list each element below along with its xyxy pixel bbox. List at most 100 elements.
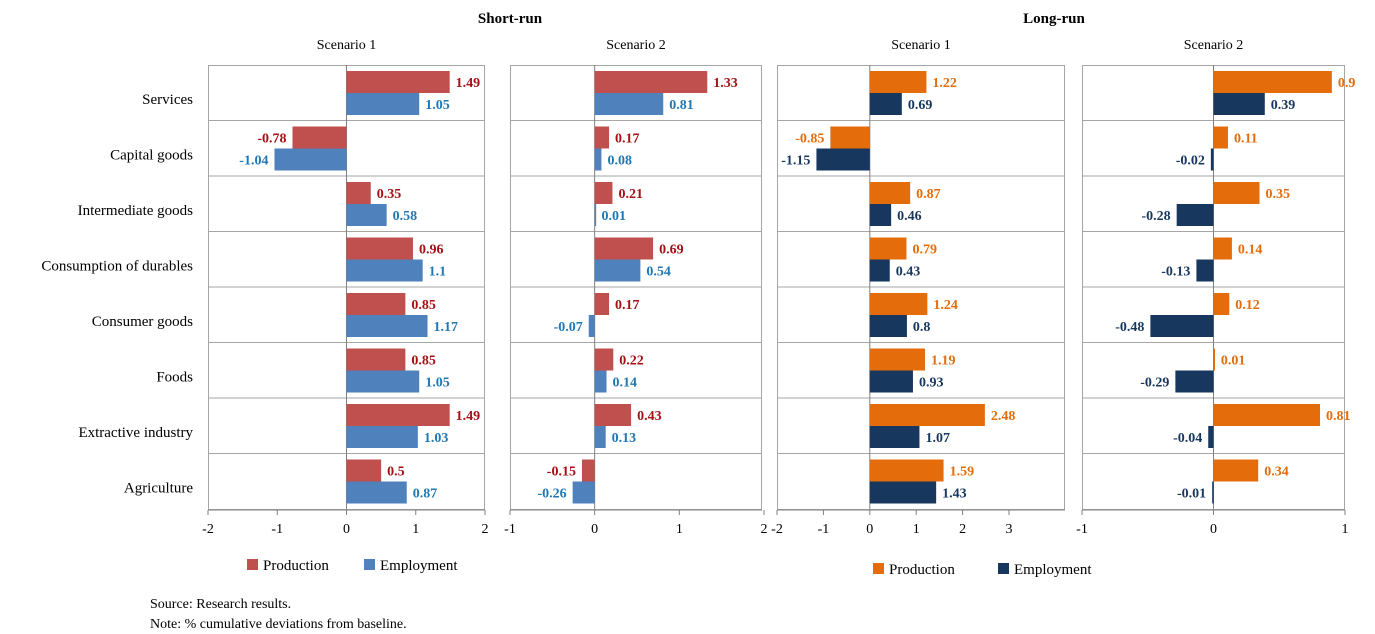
bar-employment: [816, 148, 870, 171]
bar-production: [594, 237, 654, 260]
data-label-employment: 1.43: [942, 487, 967, 502]
data-label-employment: 0.87: [413, 487, 438, 502]
data-label-employment: 0.54: [646, 265, 671, 280]
x-tick-label: 3: [1006, 522, 1013, 537]
long-run-title: Long-run: [1023, 11, 1085, 27]
bar-production: [1213, 237, 1232, 260]
bar-employment: [869, 204, 892, 226]
category-label: Consumption of durables: [41, 258, 193, 274]
bar-production: [869, 404, 985, 426]
legend-swatch-employment: [364, 559, 375, 570]
bar-employment: [594, 426, 606, 448]
bar-employment: [594, 204, 597, 226]
data-label-production: 0.35: [1266, 187, 1291, 202]
bar-employment: [594, 370, 607, 393]
category-label: Capital goods: [110, 147, 193, 163]
bar-production: [346, 237, 413, 260]
bar-employment: [274, 148, 347, 171]
data-label-production: 0.87: [916, 187, 941, 202]
data-label-employment: 0.43: [896, 265, 921, 280]
bar-employment: [594, 259, 641, 282]
legend-label-production: Production: [889, 562, 955, 578]
bar-production: [1213, 126, 1228, 149]
bar-employment: [346, 481, 407, 504]
data-label-production: 0.85: [411, 298, 436, 313]
x-tick-label: 0: [866, 522, 873, 537]
data-label-production: 0.9: [1338, 76, 1356, 91]
bar-employment: [588, 315, 595, 337]
bar-employment: [869, 481, 937, 504]
bar-production: [1213, 459, 1259, 482]
data-label-employment: 0.14: [613, 376, 638, 391]
data-label-employment: -0.07: [554, 320, 583, 335]
bar-employment: [1175, 370, 1214, 393]
data-label-production: 0.12: [1235, 298, 1260, 313]
data-label-employment: -0.02: [1176, 154, 1205, 169]
bar-employment: [1208, 426, 1214, 448]
bar-production: [869, 348, 926, 371]
data-label-production: -0.85: [795, 132, 824, 147]
data-label-employment: 0.58: [393, 209, 418, 224]
data-label-production: 1.22: [932, 76, 957, 91]
x-tick-label: 2: [959, 522, 966, 537]
data-label-employment: 1.03: [424, 431, 449, 446]
short-run-title: Short-run: [478, 11, 543, 27]
baseline-note: Note: % cumulative deviations from basel…: [150, 617, 407, 632]
bar-production: [869, 293, 928, 315]
data-label-production: 0.43: [637, 409, 662, 424]
bar-employment: [346, 93, 420, 115]
data-label-employment: -0.28: [1142, 209, 1171, 224]
data-label-production: 0.14: [1238, 243, 1263, 258]
panel-2: Scenario 2 -1 0 1 2 1.33 0.81 0.17 0.08 0.21 0.01 0…: [504, 38, 767, 537]
bar-employment: [1196, 259, 1214, 282]
bar-employment: [1150, 315, 1214, 337]
bar-employment: [1210, 148, 1214, 171]
bar-production: [346, 459, 382, 482]
short-run-legend: Production Employment: [247, 558, 458, 574]
data-label-employment: 0.08: [607, 154, 632, 169]
bar-production: [830, 126, 870, 149]
data-label-employment: 0.69: [908, 98, 933, 113]
bar-production: [869, 182, 911, 204]
category-label: Foods: [156, 369, 193, 385]
data-label-production: 0.85: [411, 354, 436, 369]
bar-employment: [346, 370, 420, 393]
bar-employment: [1212, 481, 1214, 504]
bar-production: [292, 126, 347, 149]
data-label-production: 0.5: [387, 465, 405, 480]
bar-production: [594, 348, 614, 371]
panel-3: Scenario 1 -2 -1 0 1 2 3 1.22 0.69 -0.85 -1.15 0.87…: [771, 38, 1065, 537]
long-run-legend: Production Employment: [873, 562, 1092, 578]
bar-employment: [869, 426, 920, 448]
bar-production: [594, 182, 613, 204]
data-label-employment: 1.1: [429, 265, 447, 280]
data-label-production: 0.34: [1264, 465, 1289, 480]
data-label-employment: 0.39: [1271, 98, 1296, 113]
x-tick-label: 2: [761, 522, 768, 537]
bar-employment: [869, 370, 913, 393]
bar-production: [1213, 293, 1230, 315]
data-label-production: 1.19: [931, 354, 956, 369]
legend-label-production: Production: [263, 558, 329, 574]
bar-employment: [1213, 93, 1265, 115]
x-tick-label: -2: [202, 522, 214, 537]
x-tick-label: 0: [343, 522, 350, 537]
data-label-production: 0.81: [1326, 409, 1351, 424]
bar-employment: [869, 315, 907, 337]
panel-1: Scenario 1 -2 -1 0 1 2 1.49 1.05 Services -0.78 -1…: [41, 38, 488, 537]
legend-label-employment: Employment: [380, 558, 458, 574]
bar-production: [581, 459, 595, 482]
data-label-employment: 0.13: [612, 431, 637, 446]
data-label-employment: -0.13: [1161, 265, 1190, 280]
data-label-production: 0.69: [659, 243, 684, 258]
data-label-production: 0.17: [615, 132, 640, 147]
data-label-employment: 0.81: [669, 98, 694, 113]
legend-swatch-production: [873, 563, 884, 574]
data-label-production: 0.11: [1234, 132, 1258, 147]
bar-production: [594, 404, 632, 426]
bar-production: [869, 237, 907, 260]
x-tick-label: 1: [1342, 522, 1349, 537]
bar-employment: [594, 148, 602, 171]
data-label-production: 1.59: [950, 465, 975, 480]
x-tick-label: 1: [676, 522, 683, 537]
